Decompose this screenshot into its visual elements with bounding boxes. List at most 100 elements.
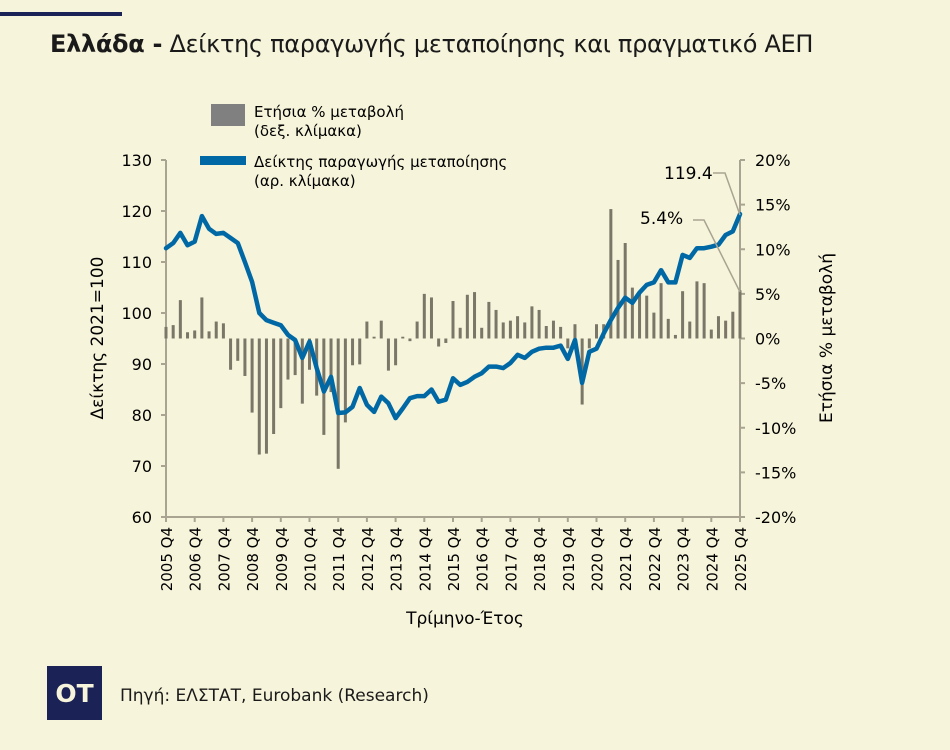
y-right-tick-label: -15% <box>755 463 796 482</box>
bar <box>286 338 290 380</box>
y-right-tick-label: 20% <box>755 151 791 170</box>
bar <box>200 297 204 339</box>
bar <box>308 338 311 370</box>
y-axis-left-title: Δείκτης 2021=100 <box>88 257 108 420</box>
bar <box>379 320 383 339</box>
bar <box>673 334 677 339</box>
bar <box>408 338 412 342</box>
bar <box>494 309 498 339</box>
bar <box>716 316 720 339</box>
bar <box>587 338 591 349</box>
y-right-tick-label: 10% <box>755 240 791 259</box>
y-left-tick-label: 90 <box>132 355 152 374</box>
bar <box>609 209 613 339</box>
x-tick-label: 2009 Q4 <box>273 527 291 591</box>
bar <box>429 297 433 339</box>
bar <box>709 329 713 339</box>
bar <box>516 316 520 339</box>
y-right-tick-label: 15% <box>755 196 791 215</box>
x-tick-label: 2011 Q4 <box>330 527 348 591</box>
bar <box>264 338 268 454</box>
bar <box>401 336 405 339</box>
bar <box>702 283 706 339</box>
y-axis-right-title: Ετήσια % μεταβολή <box>817 253 837 423</box>
bar <box>243 338 247 376</box>
bar <box>214 321 218 339</box>
x-tick-label: 2010 Q4 <box>302 527 320 591</box>
bar <box>372 336 376 339</box>
bar <box>386 338 390 371</box>
legend-bar-swatch <box>211 104 245 126</box>
bar <box>451 301 455 339</box>
x-tick-label: 2020 Q4 <box>589 527 607 591</box>
x-tick-label: 2022 Q4 <box>646 527 664 591</box>
bar <box>724 320 728 339</box>
bar <box>645 295 649 339</box>
x-tick-label: 2006 Q4 <box>187 527 205 591</box>
bar <box>279 338 283 409</box>
y-left-tick-label: 80 <box>132 406 152 425</box>
bar <box>659 283 663 339</box>
source-note: Πηγή: ΕΛΣΤΑΤ, Eurobank (Research) <box>120 686 429 706</box>
bar <box>358 338 362 365</box>
x-axis-title: Τρίμηνο-Έτος <box>405 609 524 629</box>
y-left-tick-label: 120 <box>121 202 152 221</box>
x-tick-label: 2021 Q4 <box>617 527 635 591</box>
bar <box>329 338 333 393</box>
bar <box>688 321 692 339</box>
title-country: Ελλάδα - <box>50 30 163 58</box>
x-tick-label: 2013 Q4 <box>388 527 406 591</box>
bar <box>480 327 484 339</box>
bar <box>566 338 570 349</box>
bar <box>630 287 634 339</box>
bar <box>186 332 190 339</box>
bar <box>422 293 426 339</box>
bar <box>164 326 168 339</box>
bar <box>193 330 197 339</box>
x-tick-label: 2023 Q4 <box>675 527 693 591</box>
legend-bar-sublabel: (δεξ. κλίμακα) <box>254 122 362 140</box>
bar <box>551 320 555 339</box>
x-tick-label: 2017 Q4 <box>502 527 520 591</box>
bar <box>738 290 742 339</box>
bar <box>537 309 541 339</box>
bar <box>544 326 548 339</box>
bar <box>573 324 577 339</box>
y-right-tick-label: 0% <box>755 330 780 349</box>
x-tick-label: 2025 Q4 <box>732 527 750 591</box>
legend: Ετήσια % μεταβολή (δεξ. κλίμακα) Δείκτης… <box>200 103 507 190</box>
bar <box>595 324 598 339</box>
x-tick-label: 2024 Q4 <box>703 527 721 591</box>
legend-line-sublabel: (αρ. κλίμακα) <box>254 172 356 190</box>
legend-bar-label: Ετήσια % μεταβολή <box>254 103 404 121</box>
y-left-tick-label: 110 <box>121 253 152 272</box>
bar <box>437 338 441 347</box>
bar <box>487 301 491 339</box>
x-tick-label: 2007 Q4 <box>215 527 233 591</box>
bar <box>530 306 534 339</box>
y-right-tick-label: 5% <box>755 285 780 304</box>
bar <box>465 294 469 339</box>
y-right-tick-label: -20% <box>755 508 796 527</box>
legend-line-label: Δείκτης παραγωγής μεταποίησης <box>254 153 507 171</box>
bar <box>652 312 656 339</box>
x-tick-label: 2008 Q4 <box>244 527 262 591</box>
bar <box>343 338 347 423</box>
bar <box>293 338 297 376</box>
y-left-tick-label: 130 <box>121 151 152 170</box>
chart-title: Ελλάδα - Δείκτης παραγωγής μεταποίησης κ… <box>50 30 813 58</box>
annotation-bar-leader <box>693 219 741 293</box>
bar <box>623 243 627 339</box>
bar <box>236 338 240 361</box>
bar <box>300 338 304 404</box>
bar <box>616 259 620 339</box>
bar <box>351 338 355 366</box>
bar <box>207 331 211 339</box>
bar <box>272 338 276 434</box>
bar <box>458 327 462 339</box>
annotation-line-leader <box>713 172 741 216</box>
title-text: Δείκτης παραγωγής μεταποίησης και πραγμα… <box>169 30 814 58</box>
bar <box>508 320 512 339</box>
bar <box>473 292 477 339</box>
